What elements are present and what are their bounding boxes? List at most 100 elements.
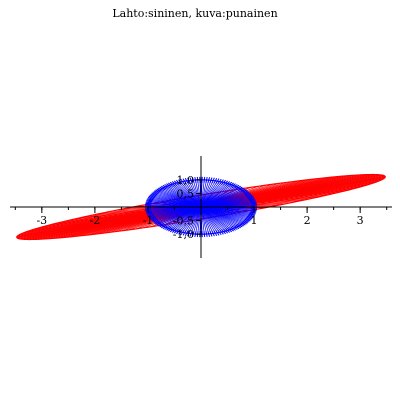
spoke-tip <box>244 192 251 196</box>
spoke-tip <box>239 222 246 226</box>
spoke-tip <box>152 191 159 195</box>
spoke-tip <box>184 230 189 237</box>
spoke-tip <box>238 223 245 227</box>
spoke-tip <box>194 176 197 184</box>
series-blue <box>144 176 258 238</box>
spoke-tip <box>209 177 213 184</box>
spoke <box>200 180 214 208</box>
spoke-tip <box>250 201 257 204</box>
spoke-tip <box>248 198 255 201</box>
spoke-tip <box>248 214 255 217</box>
spoke-tip <box>182 178 187 184</box>
spoke-tip <box>213 177 218 184</box>
spoke-tip <box>169 181 176 187</box>
axes: -3 -2 -1 1 2 3 1,00,5 -0,5-1,0 <box>10 156 392 258</box>
chart-title: Lahto:sininen, kuva:punainen <box>112 7 277 20</box>
spoke-tip <box>176 229 181 235</box>
spoke-tip <box>226 227 233 233</box>
spoke-tip <box>151 218 158 222</box>
spoke-tip <box>151 192 158 196</box>
spoke-tip <box>153 190 160 194</box>
spoke-tip <box>235 185 242 190</box>
spoke-tip <box>223 228 229 234</box>
spoke-tip <box>240 189 247 193</box>
spoke-tip <box>239 188 246 192</box>
spoke <box>200 179 207 208</box>
spoke-tip <box>230 183 236 188</box>
spoke-tip <box>168 227 174 232</box>
spoke-tip <box>232 184 238 189</box>
spoke-tip <box>156 188 163 192</box>
spoke-tip <box>156 222 163 226</box>
spoke-tip <box>228 227 234 232</box>
spoke-tip <box>219 229 224 235</box>
spoke-tip <box>155 221 162 225</box>
spoke-tip <box>182 230 187 236</box>
spoke-tip <box>162 184 169 189</box>
spoke-tip <box>246 216 253 220</box>
spoke-tip <box>221 179 226 185</box>
spoke-tip <box>248 197 255 200</box>
spoke-tip <box>224 181 231 186</box>
spoke-tip <box>217 229 222 236</box>
spoke-tip <box>243 191 250 195</box>
spoke-tip <box>249 211 256 214</box>
spoke-tip <box>178 229 183 235</box>
spoke-tip <box>233 225 240 230</box>
outline <box>16 173 386 241</box>
spoke-tip <box>173 228 179 234</box>
spoke-tip <box>187 230 191 237</box>
spoke-tip <box>233 184 240 189</box>
spoke-tip <box>189 230 193 237</box>
spoke-tip <box>209 230 213 237</box>
spoke-tip <box>223 180 229 186</box>
spoke-tip <box>145 201 152 204</box>
spoke-tip <box>213 230 218 237</box>
y-tick-label: -1,0 <box>173 228 194 241</box>
spoke-tip <box>205 230 208 238</box>
spoke-tip <box>205 176 208 184</box>
spoke-tip <box>247 195 254 199</box>
x-tick-label: 2 <box>304 214 311 227</box>
spoke-tip <box>146 200 153 203</box>
spoke-tip <box>171 228 178 233</box>
spoke-tip <box>171 181 178 186</box>
spoke-tip <box>173 180 179 186</box>
spoke-tip <box>146 211 153 214</box>
y-tick-label: 0,5 <box>177 187 195 200</box>
spoke <box>200 206 207 235</box>
spoke-tip <box>242 220 249 224</box>
y-tick-label: 1,0 <box>177 174 195 187</box>
spoke-tip <box>235 224 242 229</box>
spoke-tip <box>147 214 154 217</box>
spoke-tip <box>147 213 154 216</box>
x-tick-label: 1 <box>251 214 258 227</box>
y-tick-label: -0,5 <box>173 215 194 228</box>
spoke-tip <box>180 229 185 236</box>
spoke-tip <box>184 177 189 184</box>
spoke-tip <box>207 230 211 237</box>
spoke <box>188 206 202 234</box>
spoke-tip <box>146 212 153 215</box>
spoke <box>200 206 210 234</box>
spoke <box>200 206 205 235</box>
spoke-tip <box>211 230 215 237</box>
x-tick-label: -2 <box>90 214 101 227</box>
spoke-tip <box>157 187 164 191</box>
spoke-tip <box>148 195 155 199</box>
spoke-tip <box>250 210 257 213</box>
spoke-tip <box>150 193 157 197</box>
spoke-tip <box>245 217 252 221</box>
spoke-tip <box>169 227 176 233</box>
spoke-tip <box>149 216 156 220</box>
spoke-tip <box>191 230 195 237</box>
spoke-tip <box>217 178 222 185</box>
spoke <box>200 180 212 208</box>
x-tick-label: -1 <box>143 214 154 227</box>
spoke-tip <box>243 219 250 223</box>
spoke-tip <box>194 230 197 238</box>
spoke-tip <box>211 177 215 184</box>
spoke-tip <box>221 229 226 235</box>
spoke-tip <box>238 187 245 191</box>
